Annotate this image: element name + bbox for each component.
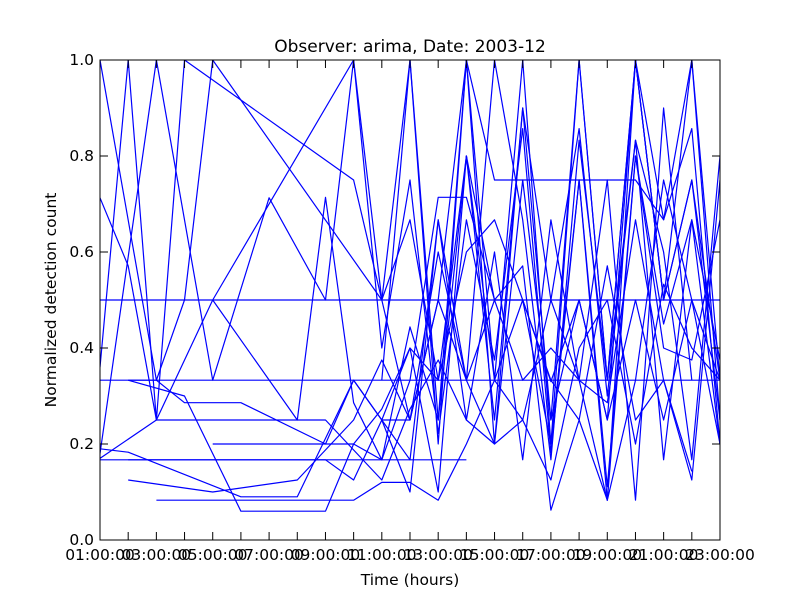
- x-tick-label: 13:00:00: [403, 546, 473, 564]
- x-tick-label: 03:00:00: [122, 546, 192, 564]
- series-line-13: [128, 196, 720, 512]
- series-line-14: [212, 179, 720, 481]
- y-axis-label: Normalized detection count: [42, 193, 60, 408]
- series-group: [100, 60, 720, 512]
- y-tick-label: 0.2: [69, 435, 94, 453]
- x-tick-label: 15:00:00: [460, 546, 530, 564]
- y-tick-label: 0.0: [69, 531, 94, 549]
- x-tick-label: 07:00:00: [234, 546, 304, 564]
- series-line-9: [100, 60, 720, 501]
- x-tick-label: 11:00:00: [347, 546, 417, 564]
- chart-title: Observer: arima, Date: 2003-12: [274, 37, 546, 57]
- y-tick-label: 0.8: [69, 147, 94, 165]
- series-line-17: [381, 60, 693, 472]
- series-line-16: [128, 107, 693, 501]
- x-tick-label: 21:00:00: [629, 546, 699, 564]
- series-line-8: [100, 107, 720, 498]
- x-tick-label: 17:00:00: [516, 546, 586, 564]
- x-tick-label: 19:00:00: [572, 546, 642, 564]
- x-axis-label: Time (hours): [360, 571, 460, 589]
- y-tick-label: 1.0: [69, 51, 94, 69]
- x-tick-label: 23:00:00: [685, 546, 755, 564]
- series-line-12: [128, 219, 720, 481]
- series-line-18: [381, 60, 720, 421]
- y-tick-label: 0.6: [69, 243, 94, 261]
- y-axis: 0.0 0.2 0.4 0.6 0.8 1.0: [69, 51, 720, 549]
- x-tick-label: 09:00:00: [291, 546, 361, 564]
- x-tick-label: 05:00:00: [178, 546, 248, 564]
- x-axis: 01:00:0003:00:0005:00:0007:00:0009:00:00…: [65, 60, 755, 564]
- y-tick-label: 0.4: [69, 339, 94, 357]
- x-tick-label: 01:00:00: [65, 546, 135, 564]
